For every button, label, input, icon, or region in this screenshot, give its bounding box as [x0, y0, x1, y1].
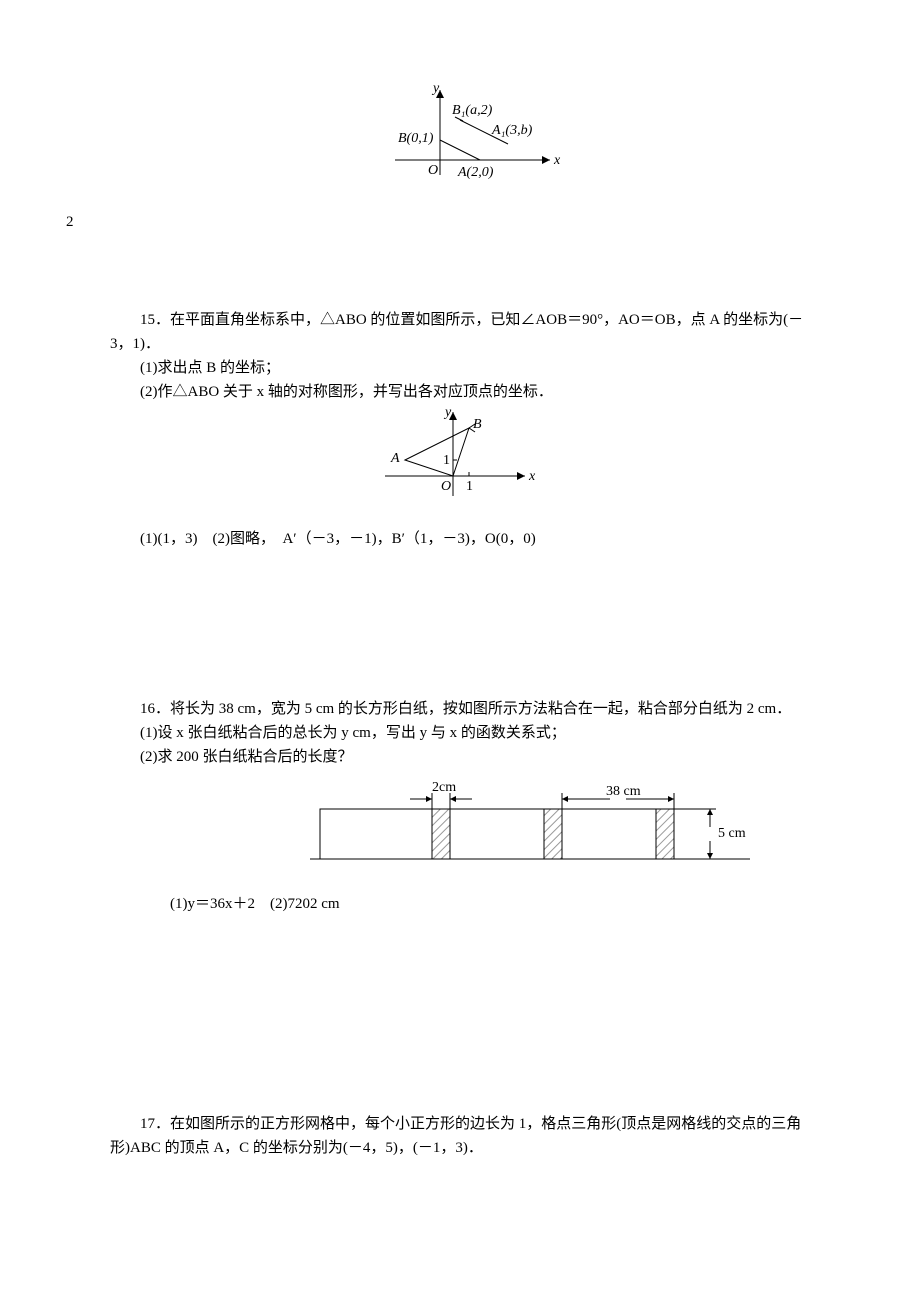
q15-part1: (1)求出点 B 的坐标；: [110, 356, 810, 380]
q15-x-label: x: [528, 469, 536, 484]
q15-stem: 15．在平面直角坐标系中，△ABO 的位置如图所示，已知∠AOB＝90°，AO＝…: [110, 308, 810, 356]
fig14-B-label: B(0,1): [398, 131, 434, 146]
q16-overlap-label: 2cm: [432, 780, 456, 795]
fig14-A1-label: A₁(3,b): [491, 123, 533, 138]
q15-A-label: A: [390, 451, 400, 466]
fig14-B1-label: B₁(a,2): [452, 103, 493, 118]
page-number: 2: [66, 210, 74, 234]
q16-length-label: 38 cm: [606, 784, 641, 799]
q15-part2: (2)作△ABO 关于 x 轴的对称图形，并写出各对应顶点的坐标．: [110, 380, 810, 404]
q16-part1: (1)设 x 张白纸粘合后的总长为 y cm，写出 y 与 x 的函数关系式；: [110, 721, 810, 745]
axis-o-label: O: [428, 163, 438, 178]
q16-answer: (1)y＝36x＋2 (2)7202 cm: [170, 892, 810, 916]
q15-y-label: y: [443, 405, 452, 420]
figure-15: x y O 1 1 A B: [110, 404, 810, 512]
q15-o-label: O: [441, 479, 451, 494]
question-17: 17．在如图所示的正方形网格中，每个小正方形的边长为 1，格点三角形(顶点是网格…: [110, 1112, 810, 1160]
q15-one-y: 1: [443, 453, 450, 468]
figure-14: x y O B(0,1) A(2,0) B₁(a,2) A₁(3,b): [110, 80, 810, 198]
q16-part2: (2)求 200 张白纸粘合后的长度？: [110, 745, 810, 769]
q15-one-x: 1: [466, 479, 473, 494]
q15-answer: (1)(1，3) (2)图略， A′（－3，－1)，B′（1，－3)，O(0，0…: [110, 527, 810, 551]
axis-y-label: y: [431, 81, 440, 96]
q16-stem: 16．将长为 38 cm，宽为 5 cm 的长方形白纸，按如图所示方法粘合在一起…: [110, 697, 810, 721]
question-15: 15．在平面直角坐标系中，△ABO 的位置如图所示，已知∠AOB＝90°，AO＝…: [110, 308, 810, 551]
fig14-A-label: A(2,0): [457, 165, 494, 180]
figure-16: 2cm 38 cm 5 cm: [310, 769, 810, 877]
q16-width-label: 5 cm: [718, 826, 746, 841]
question-16: 16．将长为 38 cm，宽为 5 cm 的长方形白纸，按如图所示方法粘合在一起…: [110, 697, 810, 916]
axis-x-label: x: [553, 153, 561, 168]
q17-stem: 17．在如图所示的正方形网格中，每个小正方形的边长为 1，格点三角形(顶点是网格…: [110, 1112, 810, 1160]
